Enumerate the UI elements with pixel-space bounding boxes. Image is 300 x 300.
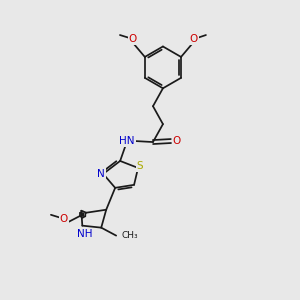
Text: HN: HN — [119, 136, 135, 146]
Text: CH₃: CH₃ — [121, 231, 138, 240]
Text: O: O — [60, 214, 68, 224]
Text: O: O — [190, 34, 198, 44]
Text: O: O — [129, 34, 137, 44]
Text: N: N — [98, 169, 105, 179]
Text: O: O — [173, 136, 181, 146]
Text: NH: NH — [76, 229, 92, 238]
Text: S: S — [137, 161, 143, 171]
